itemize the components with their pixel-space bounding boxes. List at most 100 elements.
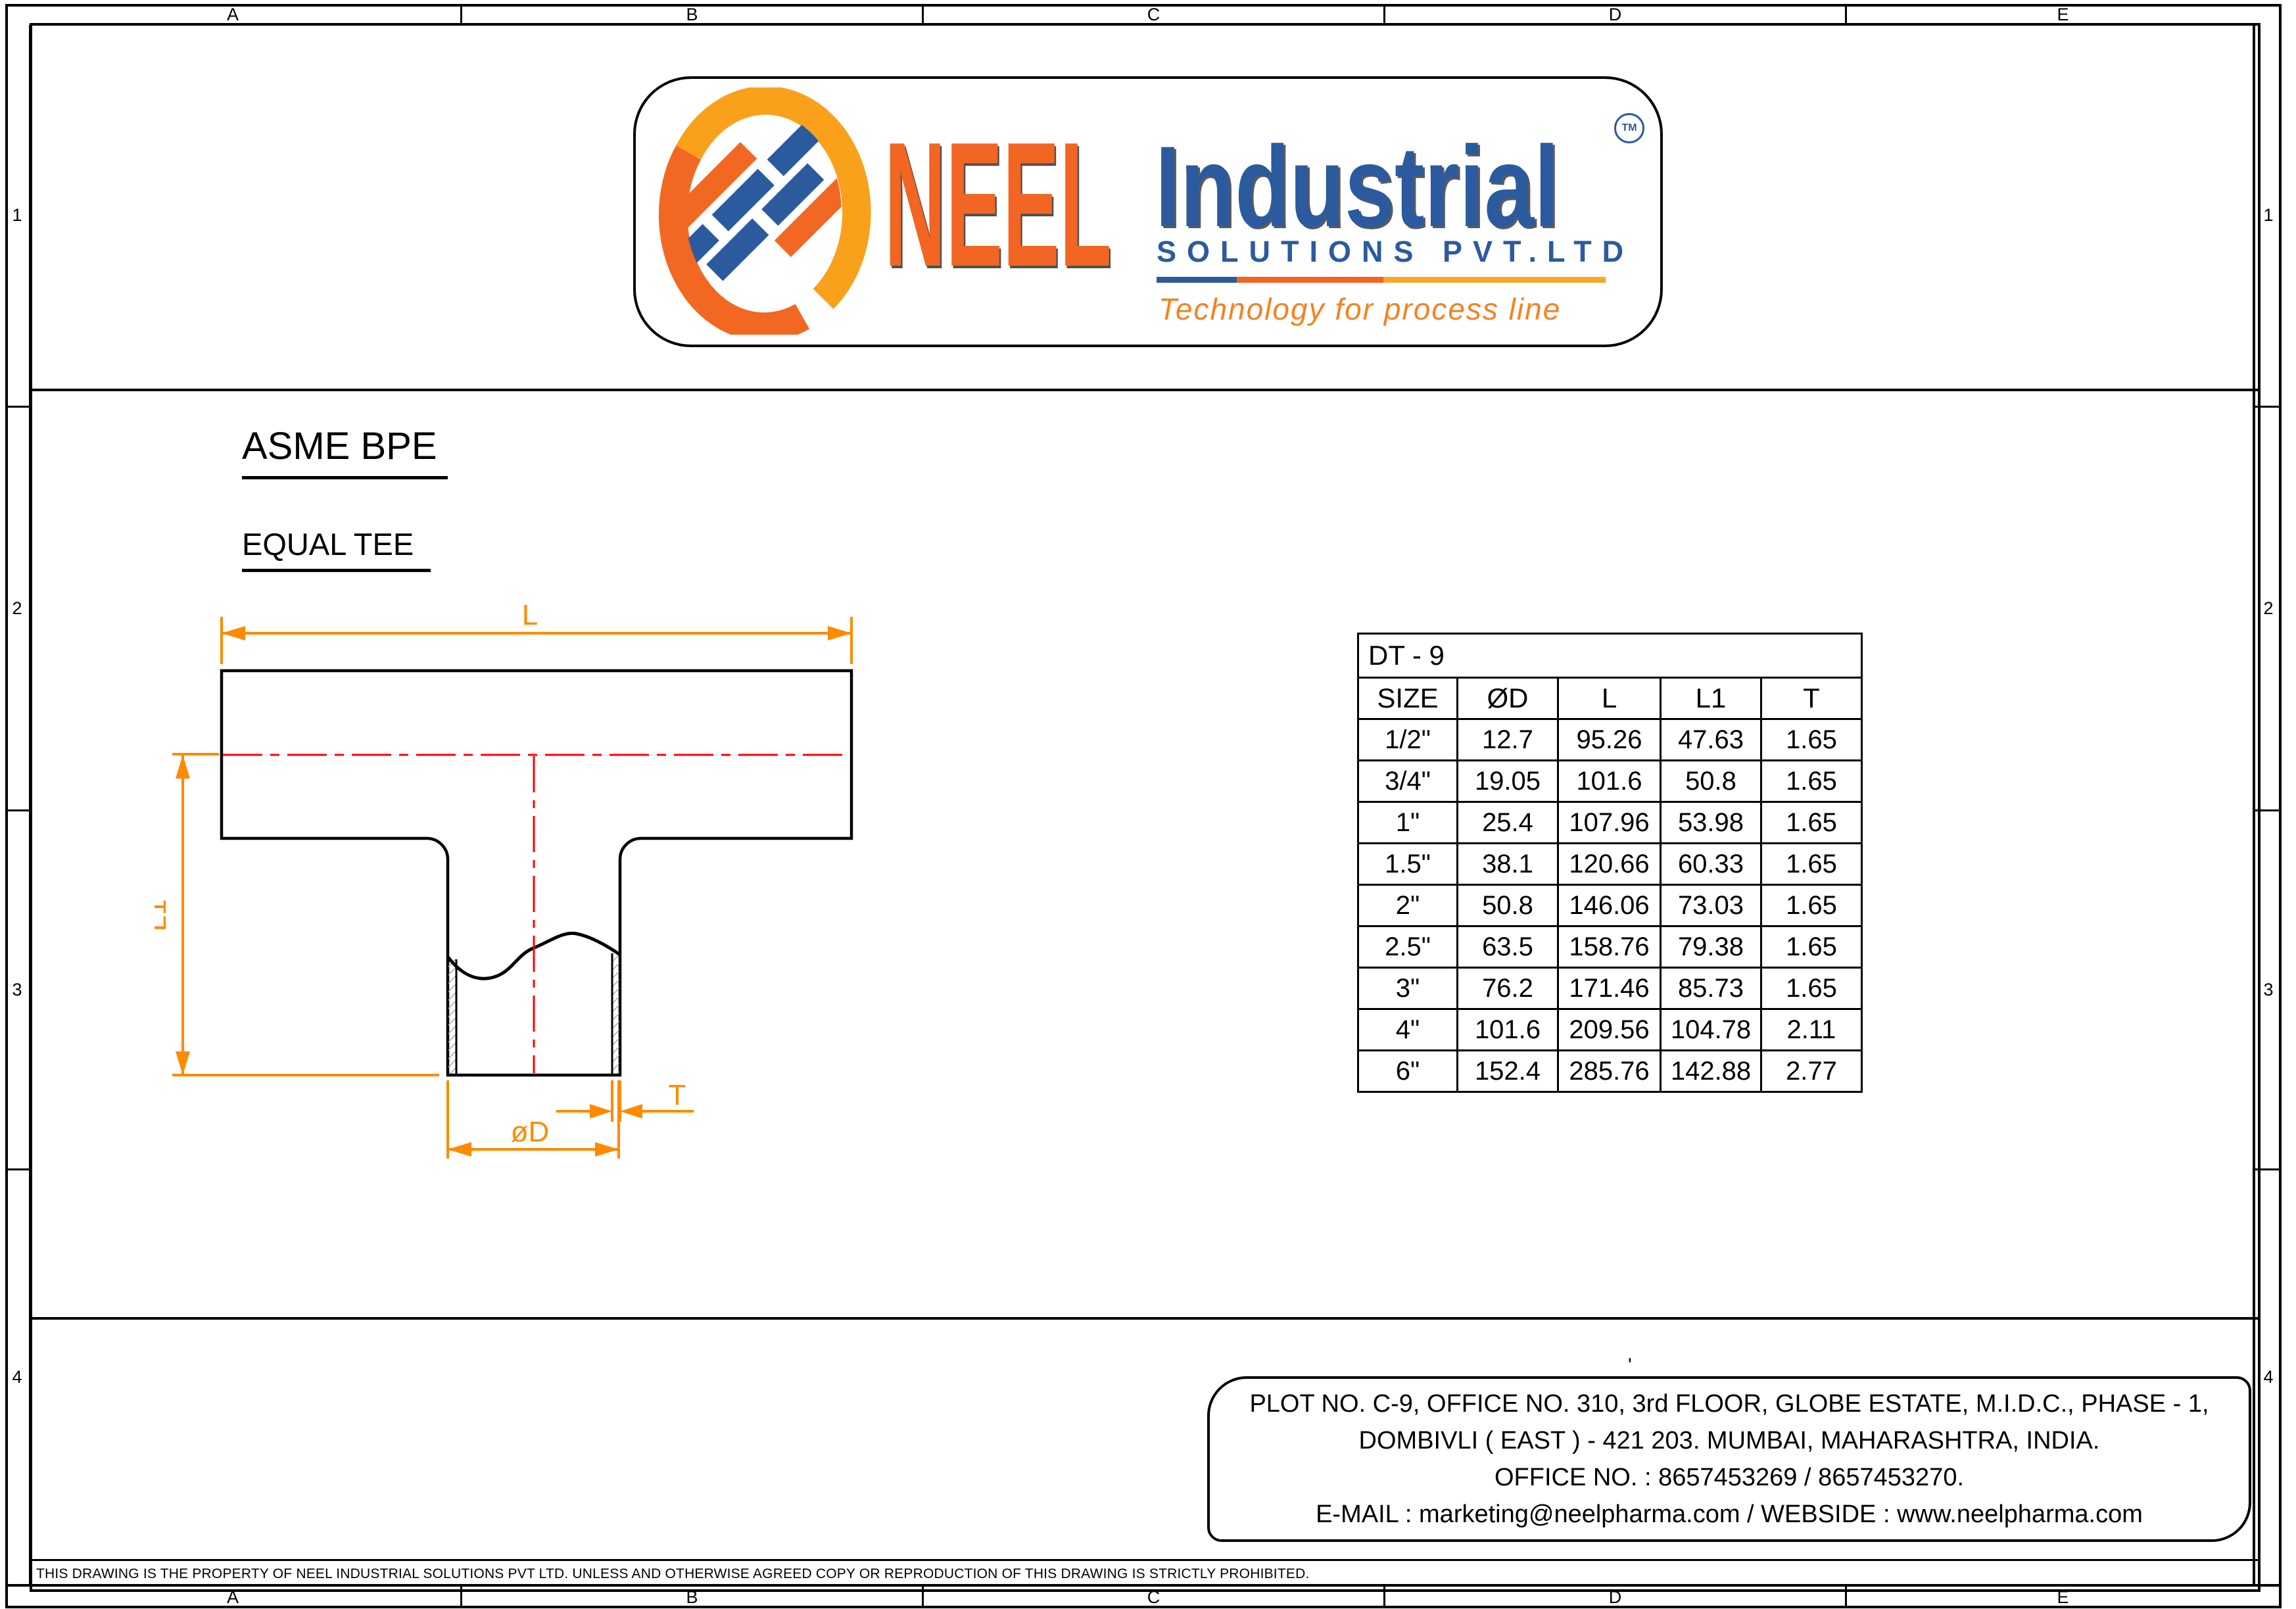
grid-column-label-B: B (462, 4, 924, 25)
dim-label-L: L (522, 599, 538, 631)
company-address-box: PLOT NO. C-9, OFFICE NO. 310, 3rd FLOOR,… (1207, 1376, 2251, 1542)
table-row: 6" 152.4 285.76 142.88 2.77 (1357, 1049, 1863, 1093)
grid-column-label-C: C (924, 4, 1385, 25)
table-cell: 50.8 (1660, 759, 1762, 803)
table-header-row: SIZE ØD L L1 T (1357, 677, 1863, 720)
grid-column-label-C: C (924, 1587, 1385, 1608)
address-line-4: E-MAIL : marketing@neelpharma.com / WEBS… (1316, 1501, 2143, 1528)
brand-name: NEEL (884, 106, 1112, 304)
table-cell: 76.2 (1456, 967, 1559, 1010)
grid-row-label-4: 4 (2263, 1367, 2274, 1387)
grid-column-label-D: D (1385, 4, 1847, 25)
tee-body-outline (220, 669, 853, 1077)
standard-title: ASME BPE (242, 424, 448, 479)
table-header-L: L (1557, 677, 1662, 720)
wall-hatch-left (448, 957, 456, 1074)
table-cell: 1" (1357, 801, 1458, 844)
table-cell: 101.6 (1557, 759, 1662, 803)
dim-label-T: T (669, 1079, 686, 1111)
grid-row-label-3: 3 (2255, 811, 2282, 1170)
table-cell: 2" (1357, 884, 1458, 927)
table-cell: 120.66 (1557, 842, 1662, 886)
table-cell: 146.06 (1557, 884, 1662, 927)
logo-tagline: Technology for process line (1159, 292, 1562, 326)
logo-bar-orange (1237, 277, 1383, 283)
table-cell: 1/2" (1357, 718, 1458, 761)
grid-column-label-A: A (5, 4, 462, 25)
table-row: 2" 50.8 146.06 73.03 1.65 (1357, 884, 1863, 927)
size-table: DT - 9 SIZE ØD L L1 T 1/2" 12.7 95.26 47.63 1.65… (1357, 633, 1863, 1093)
table-cell: 73.03 (1660, 884, 1762, 927)
grid-row-label-4: 4 (12, 1367, 22, 1387)
grid-row-label-1: 1 (2255, 25, 2282, 408)
dim-label-diameter: øD (511, 1116, 550, 1148)
table-row: 3" 76.2 171.46 85.73 1.65 (1357, 967, 1863, 1010)
table-cell: 1.5" (1357, 842, 1458, 886)
drawing-frame (30, 23, 2260, 1592)
table-cell: 1.65 (1760, 759, 1863, 803)
table-header-T: T (1760, 677, 1863, 720)
table-cell: 1.65 (1760, 967, 1863, 1010)
table-cell: 2.11 (1760, 1008, 1863, 1051)
table-cell: 142.88 (1660, 1049, 1762, 1093)
table-cell: 19.05 (1456, 759, 1559, 803)
table-cell: 63.5 (1456, 925, 1559, 969)
table-cell: 95.26 (1557, 718, 1662, 761)
table-header-SIZE: SIZE (1357, 677, 1458, 720)
disclaimer-strip: THIS DRAWING IS THE PROPERTY OF NEEL IND… (30, 1559, 2258, 1587)
table-cell: 1.65 (1760, 925, 1863, 969)
table-cell: 1.65 (1760, 842, 1863, 886)
table-cell: 1.65 (1760, 718, 1863, 761)
grid-column-label-D: D (1385, 1587, 1847, 1608)
logo-subtitle: SOLUTIONS PVT.LTD (1157, 235, 1635, 268)
table-cell: 285.76 (1557, 1049, 1662, 1093)
table-cell: 209.56 (1557, 1008, 1662, 1051)
table-cell: 25.4 (1456, 801, 1559, 844)
frame-divider-top (30, 389, 2258, 391)
table-header-ØD: ØD (1456, 677, 1559, 720)
table-cell: 152.4 (1456, 1049, 1559, 1093)
table-cell: 171.46 (1557, 967, 1662, 1010)
table-cell: 38.1 (1456, 842, 1559, 886)
grid-row-label-1: 1 (5, 25, 29, 408)
table-cell: 2.77 (1760, 1049, 1863, 1093)
frame-divider-bottom (30, 1317, 2258, 1320)
table-cell: 50.8 (1456, 884, 1559, 927)
disclaimer-text: THIS DRAWING IS THE PROPERTY OF NEEL IND… (36, 1566, 1310, 1581)
grid-column-label-B: B (462, 1587, 924, 1608)
wall-hatch-right (611, 953, 619, 1074)
address-line-1: PLOT NO. C-9, OFFICE NO. 310, 3rd FLOOR,… (1249, 1390, 2209, 1418)
address-line-3: OFFICE NO. : 8657453269 / 8657453270. (1494, 1464, 1965, 1491)
table-cell: 3/4" (1357, 759, 1458, 803)
grid-row-label-2: 2 (2255, 408, 2282, 811)
table-row: 1" 25.4 107.96 53.98 1.65 (1357, 801, 1863, 844)
table-title: DT - 9 (1357, 633, 1863, 679)
dim-branch-height (172, 753, 439, 1076)
table-cell: 4" (1357, 1008, 1458, 1051)
table-cell: 104.78 (1660, 1008, 1762, 1051)
grid-column-label-E: E (2057, 1587, 2069, 1607)
table-row: 3/4" 19.05 101.6 50.8 1.65 (1357, 759, 1863, 803)
stray-mark: ' (1628, 1355, 1632, 1376)
table-row: 1.5" 38.1 120.66 60.33 1.65 (1357, 842, 1863, 886)
company-logo-icon (658, 87, 871, 335)
grid-row-label-3: 3 (5, 811, 29, 1170)
component-title: EQUAL TEE (242, 526, 431, 572)
grid-row-label-2: 2 (5, 408, 29, 811)
table-cell: 2.5" (1357, 925, 1458, 969)
table-cell: 47.63 (1660, 718, 1762, 761)
table-cell: 53.98 (1660, 801, 1762, 844)
table-cell: 79.38 (1660, 925, 1762, 969)
table-row: 2.5" 63.5 158.76 79.38 1.65 (1357, 925, 1863, 969)
dim-label-L1: L1 (155, 900, 172, 932)
dim-length (220, 617, 853, 664)
grid-column-label-E: E (2057, 4, 2069, 24)
dim-thickness (556, 1080, 694, 1122)
table-cell: 107.96 (1557, 801, 1662, 844)
address-line-2: DOMBIVLI ( EAST ) - 421 203. MUMBAI, MAH… (1358, 1427, 2100, 1454)
logo-bar-blue (1157, 277, 1237, 283)
